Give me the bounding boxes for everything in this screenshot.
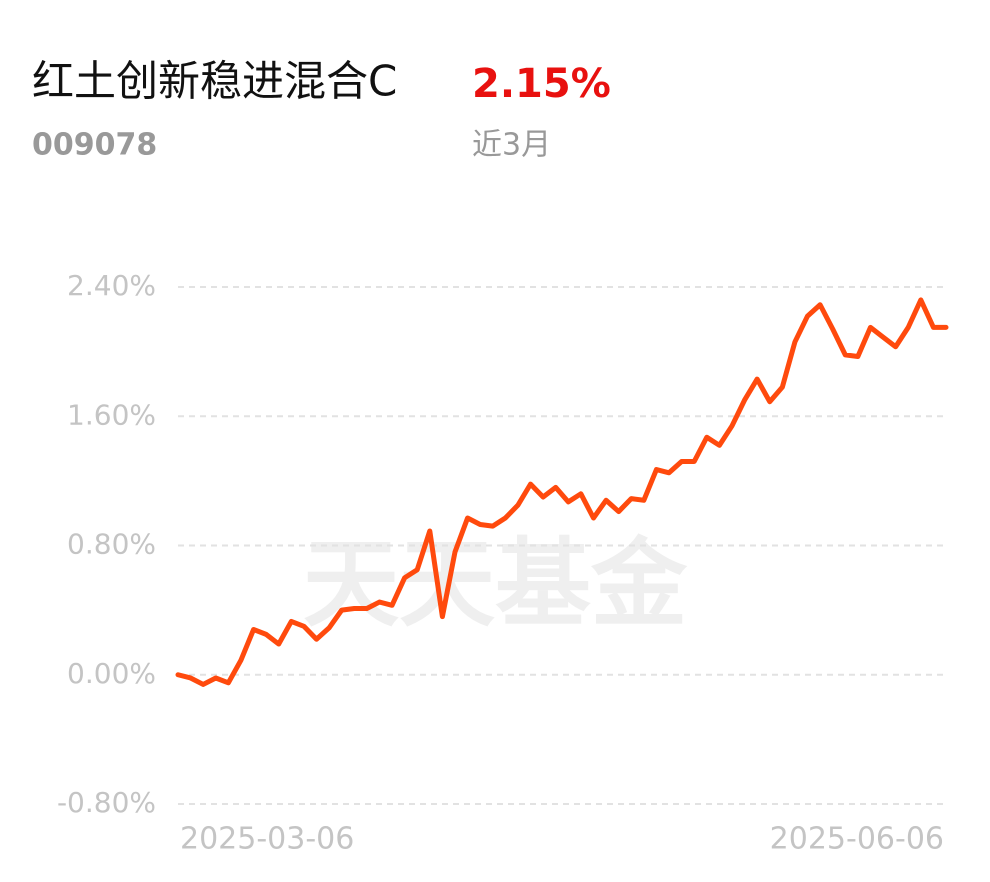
- y-tick-label: 2.40%: [67, 269, 156, 302]
- x-tick-label: 2025-06-06: [770, 822, 944, 857]
- fund-title: 红土创新稳进混合C: [32, 57, 397, 106]
- fund-code: 009078: [32, 128, 157, 163]
- x-tick-label: 2025-03-06: [180, 822, 354, 857]
- y-tick-label: -0.80%: [57, 786, 156, 819]
- y-tick-label: 1.60%: [67, 398, 156, 431]
- period-label: 近3月: [472, 128, 551, 163]
- y-tick-label: 0.80%: [67, 528, 156, 561]
- y-tick-label: 0.00%: [67, 657, 156, 690]
- return-value: 2.15%: [472, 61, 611, 107]
- line: [175, 297, 949, 687]
- watermark: 天天基金: [303, 527, 688, 640]
